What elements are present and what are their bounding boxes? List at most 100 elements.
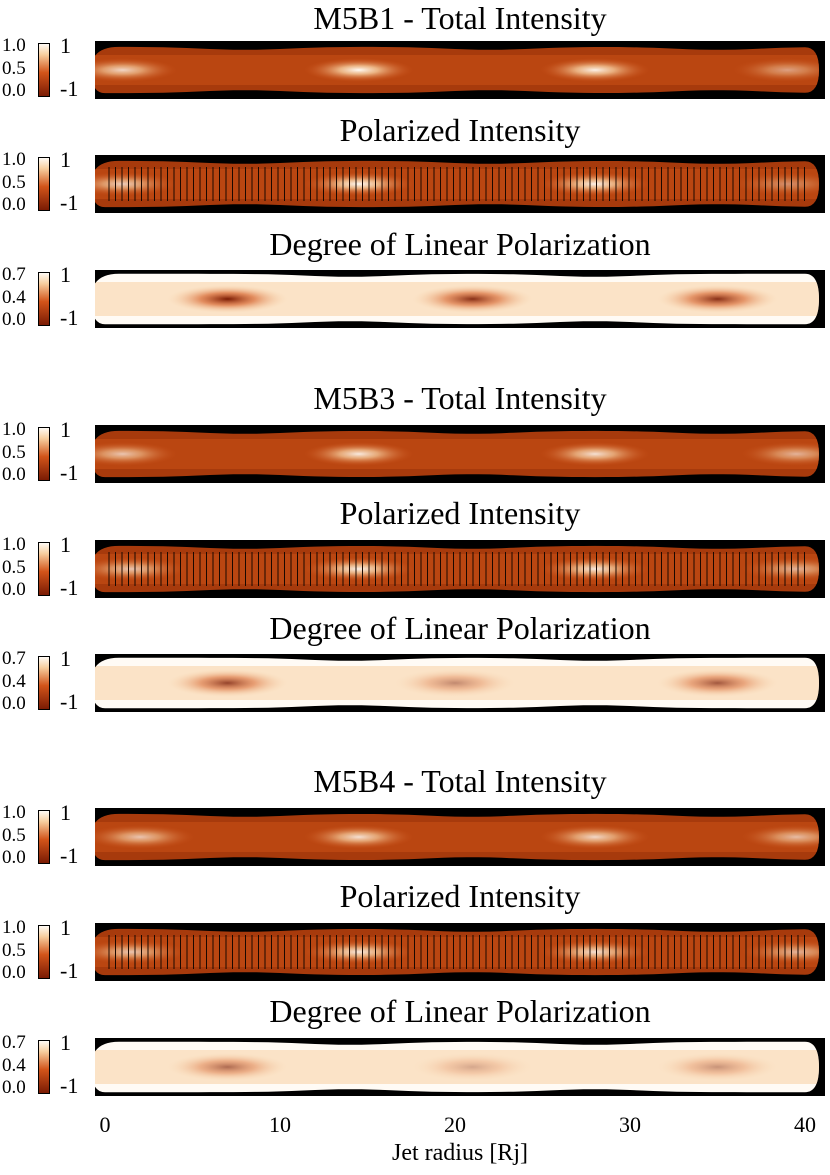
polarization-vectors	[108, 935, 805, 969]
colorbar-scale-tick: 1.0	[2, 534, 26, 555]
jet-image-svg	[95, 160, 819, 208]
colorbar-scale-tick: 0.4	[2, 671, 26, 692]
colorbar	[38, 1040, 50, 1094]
jet-image-svg	[95, 545, 819, 593]
colorbar-scale-tick: 1.0	[2, 802, 26, 823]
colorbar-sign-tick: -1	[60, 843, 79, 868]
colorbar-sign-tick: 1	[60, 262, 71, 287]
jet-image-degree	[95, 654, 825, 712]
knot-mark	[540, 557, 650, 581]
colorbar-scale-tick: 0.5	[2, 442, 26, 463]
x-tick-label: 0	[99, 1112, 111, 1137]
colorbar-sign-tick: 1	[60, 417, 71, 442]
colorbar-scale-tick: 0.0	[2, 847, 26, 868]
colorbar-sign-tick: -1	[60, 190, 79, 215]
knot-mark	[95, 940, 187, 964]
colorbar-sign-tick: -1	[60, 575, 79, 600]
panel-title: M5B1 - Total Intensity	[313, 0, 607, 36]
knot-mark	[95, 58, 178, 82]
knot-mark	[732, 58, 819, 82]
colorbar-sign-tick: 1	[60, 147, 71, 172]
colorbar-sign-tick: -1	[60, 1073, 79, 1098]
colorbar-sign-tick: 1	[60, 646, 71, 671]
colorbar	[38, 810, 50, 864]
knot-mark	[732, 172, 819, 196]
knot-mark	[741, 825, 819, 849]
jet-image-total	[95, 425, 825, 483]
colorbar-scale-tick: 0.4	[2, 1055, 26, 1076]
x-tick-label: 30	[619, 1112, 641, 1137]
panel-title: Polarized Intensity	[339, 495, 581, 531]
knot-mark	[540, 58, 650, 82]
x-tick-label: 10	[269, 1112, 291, 1137]
colorbar-sign-tick: -1	[60, 689, 79, 714]
jet-image-svg	[95, 928, 819, 976]
polarization-vectors	[108, 167, 805, 201]
jet-image-polarized	[95, 540, 825, 598]
x-tick-label: 40	[794, 1112, 816, 1137]
jet-image-svg	[95, 273, 819, 325]
colorbar-scale-tick: 0.0	[2, 464, 26, 485]
colorbar	[38, 272, 50, 326]
colorbar-scale-tick: 0.0	[2, 80, 26, 101]
colorbar-sign-tick: -1	[60, 305, 79, 330]
knot-mark	[540, 940, 650, 964]
colorbar-scale-tick: 0.0	[2, 194, 26, 215]
knot-mark	[741, 557, 819, 581]
knot-mark	[540, 825, 650, 849]
colorbar-scale-tick: 1.0	[2, 35, 26, 56]
x-tick-label: 20	[444, 1112, 466, 1137]
panel-title: Degree of Linear Polarization	[269, 610, 651, 646]
knot-mark	[395, 669, 515, 697]
colorbar-scale-tick: 0.0	[2, 579, 26, 600]
colorbar-sign-tick: -1	[60, 460, 79, 485]
colorbar-scale-tick: 0.0	[2, 962, 26, 983]
knot-mark	[303, 172, 414, 196]
knot-mark	[741, 940, 819, 964]
knot-mark	[540, 172, 650, 196]
colorbar-scale-tick: 0.7	[2, 264, 26, 285]
colorbar	[38, 157, 50, 211]
knot-mark	[167, 285, 288, 313]
jet-image-total	[95, 41, 825, 99]
colorbar-scale-tick: 1.0	[2, 917, 26, 938]
colorbar-sign-tick: 1	[60, 1030, 71, 1055]
knot-mark	[95, 825, 195, 849]
panel-title: Degree of Linear Polarization	[269, 993, 651, 1029]
colorbar-scale-tick: 0.4	[2, 287, 26, 308]
polarization-vectors	[108, 552, 805, 586]
knot-mark	[657, 669, 778, 697]
colorbar-scale-tick: 1.0	[2, 149, 26, 170]
colorbar-scale-tick: 0.5	[2, 172, 26, 193]
colorbar-scale-tick: 0.0	[2, 693, 26, 714]
jet-image-svg	[95, 1041, 819, 1093]
panel-title: Polarized Intensity	[339, 112, 581, 148]
knot-mark	[412, 285, 533, 313]
colorbar-scale-tick: 0.0	[2, 1077, 26, 1098]
knot-mark	[412, 1053, 533, 1081]
colorbar-scale-tick: 1.0	[2, 419, 26, 440]
colorbar	[38, 656, 50, 710]
knot-mark	[95, 442, 178, 466]
jet-image-svg	[95, 813, 819, 861]
colorbar-sign-tick: 1	[60, 915, 71, 940]
colorbar-scale-tick: 0.5	[2, 825, 26, 846]
knot-mark	[167, 669, 288, 697]
knot-mark	[657, 1053, 778, 1081]
knot-mark	[741, 442, 819, 466]
colorbar-scale-tick: 0.7	[2, 1032, 26, 1053]
knot-mark	[303, 825, 414, 849]
jet-image-svg	[95, 657, 819, 709]
knot-mark	[95, 557, 187, 581]
jet-image-svg	[95, 46, 819, 94]
x-axis-label: Jet radius [Rj]	[392, 1140, 528, 1166]
knot-mark	[303, 940, 414, 964]
panel-title: Polarized Intensity	[339, 878, 581, 914]
knot-mark	[657, 285, 778, 313]
panel-title: M5B3 - Total Intensity	[313, 380, 607, 416]
panel-title: M5B4 - Total Intensity	[313, 763, 607, 799]
jet-image-polarized	[95, 155, 825, 213]
jet-image-svg	[95, 430, 819, 478]
colorbar-sign-tick: 1	[60, 532, 71, 557]
